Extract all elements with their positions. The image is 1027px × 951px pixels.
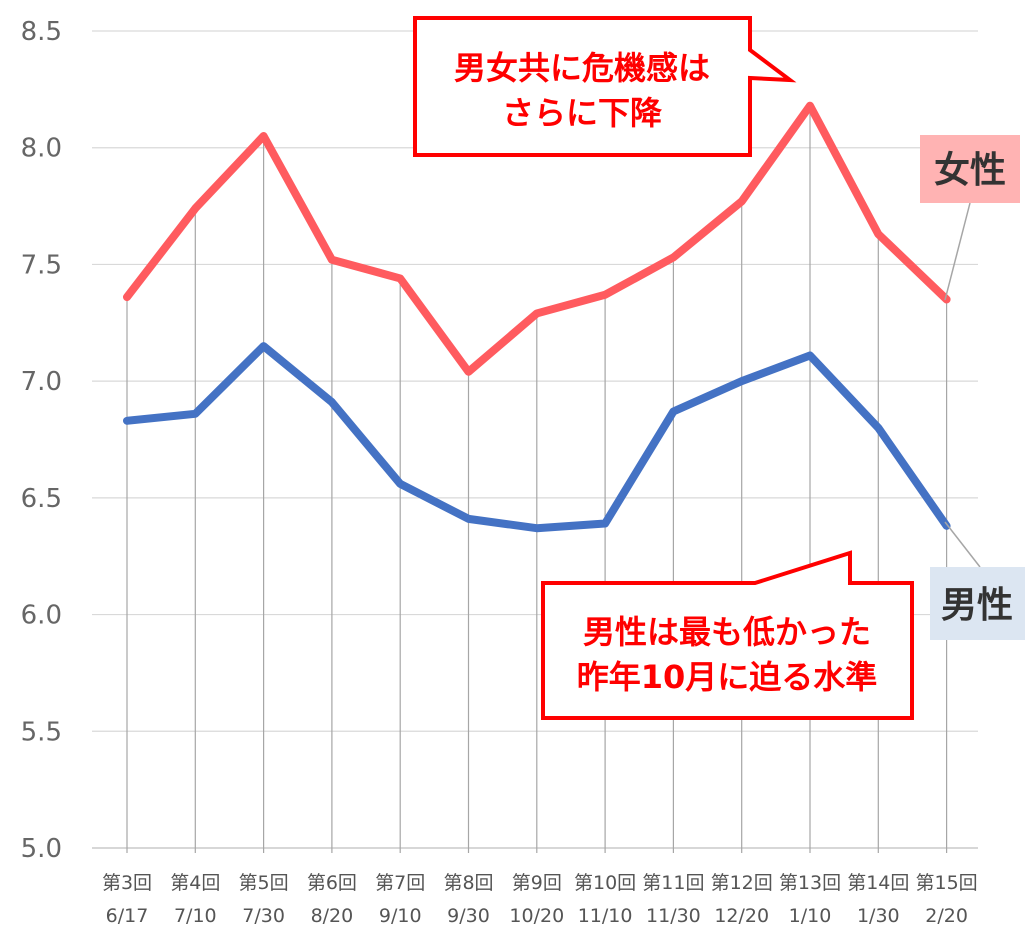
x-tick-label-date: 1/10 — [789, 905, 832, 927]
x-tick-label-round: 第14回 — [847, 872, 909, 894]
legend-female-label: 女性 — [934, 150, 1006, 191]
legend-male-box — [930, 567, 1025, 640]
x-tick-label-date: 1/30 — [857, 905, 900, 927]
annotation-callout-bottom-line2: 昨年10月に迫る水準 — [577, 658, 878, 696]
legend-female: 女性 — [920, 135, 1020, 301]
annotation-callout-top-box — [413, 16, 797, 157]
y-axis: 5.0 5.5 6.0 6.5 7.0 7.5 8.0 8.5 — [21, 17, 62, 864]
legend-male-leader — [944, 521, 981, 568]
y-tick-label: 5.0 — [21, 834, 62, 864]
x-tick-label-round: 第3回 — [102, 872, 152, 894]
x-tick-label-date: 9/30 — [447, 905, 490, 927]
series-line-male — [123, 342, 951, 533]
x-tick-label-date: 7/10 — [174, 905, 217, 927]
y-tick-label: 6.0 — [21, 601, 62, 631]
vertical-droplines — [126, 105, 948, 853]
horizontal-gridlines — [92, 30, 978, 849]
annotation-callout-bottom-box — [541, 550, 914, 720]
annotation-callout-bottom-line1: 男性は最も低かった — [583, 613, 871, 651]
x-tick-label-date: 9/10 — [379, 905, 422, 927]
annotation-callout-top-line2: さらに下降 — [502, 94, 663, 132]
y-tick-label: 5.5 — [21, 717, 62, 747]
annotation-callout-bottom: 男性は最も低かった 昨年10月に迫る水準 — [541, 550, 914, 720]
x-tick-label-round: 第5回 — [239, 872, 289, 894]
x-tick-label-round: 第10回 — [574, 872, 636, 894]
x-tick-label-round: 第11回 — [642, 872, 704, 894]
x-tick-label-round: 第9回 — [512, 872, 562, 894]
x-axis: 第3回 6/17 第4回 7/10 第5回 7/30 第6回 8/20 第7回 9/10 第8回 9/… — [102, 872, 978, 927]
x-tick-label-round: 第12回 — [711, 872, 773, 894]
x-tick-label-date: 10/20 — [509, 905, 564, 927]
legend-female-leader — [944, 202, 971, 301]
x-tick-label-round: 第13回 — [779, 872, 841, 894]
annotation-callout-top-line1: 男女共に危機感は — [454, 49, 710, 87]
x-tick-label-round: 第4回 — [170, 872, 220, 894]
x-tick-label-round: 第7回 — [375, 872, 425, 894]
x-tick-label-date: 7/30 — [242, 905, 285, 927]
x-tick-label-round: 第6回 — [307, 872, 357, 894]
x-tick-label-date: 12/20 — [714, 905, 769, 927]
series-line-female — [123, 101, 951, 376]
y-tick-label: 7.5 — [21, 250, 62, 280]
x-tick-label-round: 第15回 — [916, 872, 978, 894]
x-tick-label-date: 2/20 — [925, 905, 968, 927]
y-tick-label: 8.5 — [21, 17, 62, 47]
x-tick-label-date: 11/30 — [646, 905, 701, 927]
legend-female-box — [920, 135, 1020, 203]
x-tick-label-date: 6/17 — [106, 905, 149, 927]
series-layer — [123, 101, 951, 533]
y-tick-label: 6.5 — [21, 484, 62, 514]
x-tick-label-date: 11/10 — [578, 905, 633, 927]
annotation-callout-top: 男女共に危機感は さらに下降 — [413, 16, 797, 157]
legend-male-label: 男性 — [941, 585, 1013, 626]
legend-male: 男性 — [930, 521, 1025, 640]
y-tick-label: 7.0 — [21, 367, 62, 397]
y-tick-label: 8.0 — [21, 134, 62, 164]
x-tick-label-date: 8/20 — [311, 905, 354, 927]
x-tick-label-round: 第8回 — [443, 872, 493, 894]
